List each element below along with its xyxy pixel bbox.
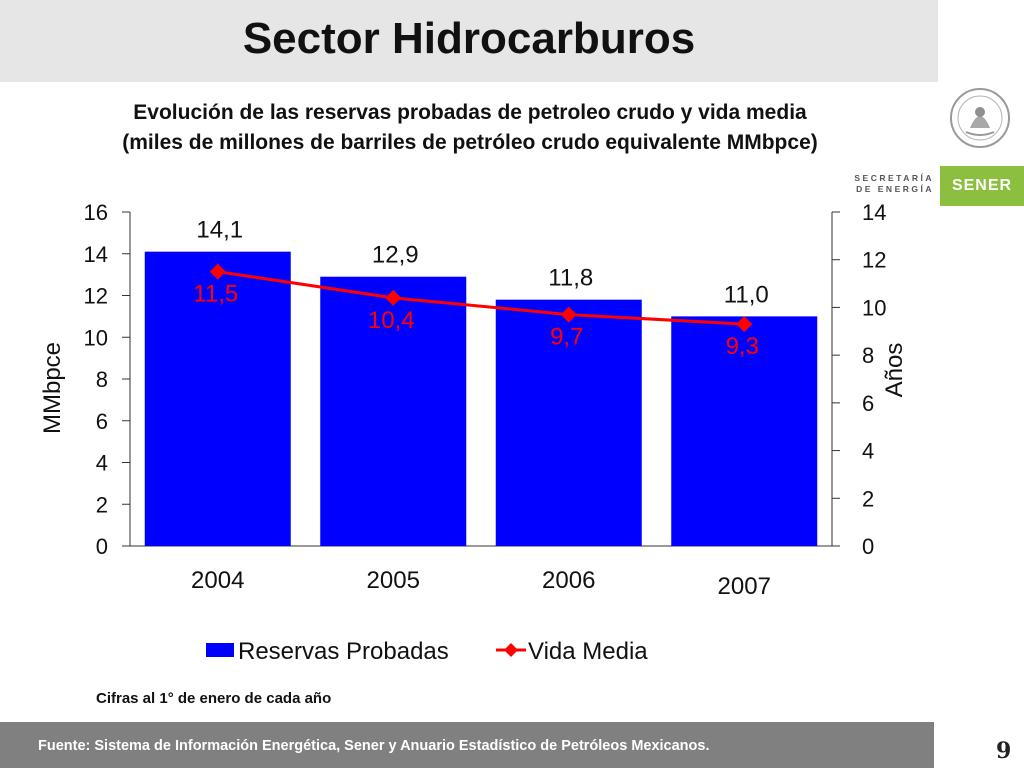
line-point-2005: [385, 289, 402, 306]
y-axis-title-right: Años: [881, 343, 908, 398]
bar-2006: [495, 299, 642, 546]
y-tick-label-left: 6: [96, 409, 108, 434]
line-label-2005: 10,4: [368, 307, 415, 334]
chart-subtitle: Evolución de las reservas probadas de pe…: [20, 98, 920, 158]
line-label-2006: 9,7: [550, 324, 583, 351]
y-tick-label-left: 14: [84, 242, 108, 267]
title-bar: Sector Hidrocarburos: [0, 0, 938, 82]
y-tick-label-left: 2: [96, 492, 108, 517]
bar-label-2004: 14,1: [196, 217, 243, 244]
page-number: 9: [996, 738, 1012, 764]
slide-title: Sector Hidrocarburos: [242, 14, 696, 63]
line-label-2007: 9,3: [726, 333, 759, 360]
y-tick-label-left: 10: [84, 325, 108, 350]
footnote: Cifras al 1° de enero de cada año: [96, 690, 332, 707]
bar-2005: [320, 276, 467, 546]
legend-swatch-reservas: [206, 643, 234, 657]
y-tick-label-right: 14: [862, 200, 886, 225]
y-tick-label-right: 4: [862, 439, 874, 464]
dept-line-1: SECRETARÍA: [854, 173, 934, 183]
bar-2007: [671, 316, 818, 546]
footer-bar: Fuente: Sistema de Información Energétic…: [0, 722, 934, 768]
subtitle-line-1: Evolución de las reservas probadas de pe…: [133, 101, 807, 124]
x-tick-label-2005: 2005: [367, 567, 420, 594]
y-tick-label-right: 12: [862, 248, 886, 273]
y-tick-label-left: 12: [84, 284, 108, 309]
y-tick-label-right: 6: [862, 391, 874, 416]
y-tick-label-left: 16: [84, 200, 108, 225]
line-point-2006: [560, 306, 577, 323]
line-label-2004: 11,5: [193, 281, 238, 308]
bar-label-2005: 12,9: [372, 242, 419, 269]
legend-label-vida: Vida Media: [528, 638, 648, 665]
legend-swatch-marker-vida: [504, 643, 518, 657]
sener-logo: SENER: [940, 166, 1024, 206]
line-point-2007: [736, 316, 753, 333]
dept-name: SECRETARÍA DE ENERGÍA: [834, 173, 934, 195]
source-text: Fuente: Sistema de Información Energétic…: [38, 738, 710, 754]
dept-line-2: DE ENERGÍA: [856, 184, 934, 194]
legend-label-reservas: Reservas Probadas: [238, 638, 449, 665]
x-tick-label-2006: 2006: [542, 567, 595, 594]
y-tick-label-left: 0: [96, 534, 108, 559]
y-tick-label-right: 2: [862, 486, 874, 511]
mexico-seal-icon: [950, 88, 1010, 148]
y-tick-label-right: 8: [862, 343, 874, 368]
y-tick-label-right: 10: [862, 295, 886, 320]
x-tick-label-2004: 2004: [191, 567, 244, 594]
x-tick-label-2007: 2007: [718, 573, 771, 600]
bar-label-2006: 11,8: [548, 265, 593, 292]
y-axis-title-left: MMbpce: [39, 342, 66, 434]
line-vida-media: [217, 270, 745, 326]
y-tick-label-right: 0: [862, 534, 874, 559]
chart: 0 2 4 6 8 10 12 14 16 0 2 4 6 8 10 12 14 MMbpce Años 14,1 12…: [39, 200, 908, 665]
sener-logo-text: SENER: [951, 177, 1013, 194]
y-tick-label-left: 4: [96, 451, 108, 476]
line-point-2004: [209, 263, 226, 280]
y-tick-label-left: 8: [96, 367, 108, 392]
bar-label-2007: 11,0: [724, 281, 769, 308]
subtitle-line-2: (miles de millones de barriles de petról…: [122, 131, 818, 154]
bar-2004: [144, 251, 291, 546]
